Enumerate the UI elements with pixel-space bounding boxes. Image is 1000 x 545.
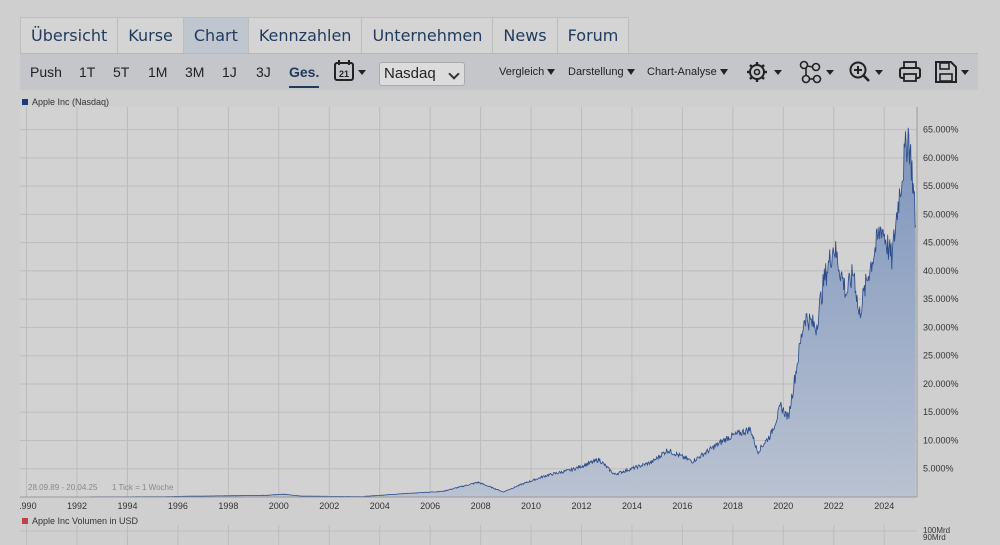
save-button[interactable]	[934, 59, 974, 85]
x-tick-label: 1998	[218, 501, 238, 511]
volume-legend: Apple Inc Volumen in USD	[22, 516, 138, 526]
legend-swatch	[22, 518, 28, 524]
menu-vergleich[interactable]: Vergleich	[499, 54, 556, 90]
print-button[interactable]	[899, 59, 923, 85]
range-push[interactable]: Push	[30, 64, 62, 80]
caret-down-icon	[626, 69, 635, 76]
calendar-day: 21	[339, 69, 349, 79]
x-tick-label: 1994	[117, 501, 137, 511]
x-tick-label: 1996	[168, 501, 188, 511]
chevron-down-icon	[448, 68, 460, 80]
exchange-select-value: Nasdaq	[384, 65, 436, 82]
tab-chart[interactable]: Chart	[183, 17, 249, 53]
y-tick-label: 40.000%	[923, 266, 959, 276]
zoom-button[interactable]	[848, 59, 888, 85]
y-tick-label: 50.000%	[923, 209, 959, 219]
chevron-down-icon	[774, 70, 782, 75]
x-tick-label: 2014	[622, 501, 642, 511]
menu-darstellung-label: Darstellung	[568, 66, 624, 78]
save-icon	[935, 61, 969, 83]
tab-bar: Übersicht Kurse Chart Kennzahlen Unternehmen…	[20, 17, 630, 53]
print-icon	[899, 61, 921, 82]
menu-chart-analyse-label: Chart-Analyse	[647, 66, 717, 78]
range-1j[interactable]: 1J	[222, 64, 237, 80]
caret-down-icon	[719, 69, 728, 76]
chevron-down-icon	[826, 70, 834, 75]
tab-kurse[interactable]: Kurse	[118, 17, 184, 53]
y-tick-label: 35.000%	[923, 294, 959, 304]
volume-y-tick-label: 90Mrd	[923, 533, 946, 542]
y-tick-label: 15.000%	[923, 407, 959, 417]
menu-vergleich-label: Vergleich	[499, 66, 545, 78]
exchange-select[interactable]: Nasdaq	[379, 62, 465, 86]
price-legend: Apple Inc (Nasdaq)	[22, 97, 109, 107]
network-icon	[799, 60, 834, 84]
chart-tick-note: 1 Tick = 1 Woche	[112, 483, 174, 492]
tab-kennzahlen[interactable]: Kennzahlen	[248, 17, 363, 53]
date-picker-button[interactable]: 21	[333, 59, 371, 85]
x-tick-label: 2020	[773, 501, 793, 511]
tab-news[interactable]: News	[493, 17, 558, 53]
x-tick-label: 2006	[420, 501, 440, 511]
legend-swatch	[22, 99, 28, 105]
x-tick-label: 2024	[874, 501, 894, 511]
plot-background	[20, 107, 917, 497]
chevron-down-icon	[358, 70, 366, 75]
y-tick-label: 20.000%	[923, 379, 959, 389]
menu-chart-analyse[interactable]: Chart-Analyse	[647, 54, 728, 90]
x-tick-label: 2004	[370, 501, 390, 511]
chevron-down-icon	[961, 70, 969, 75]
legend-label: Apple Inc (Nasdaq)	[32, 97, 110, 107]
tab-forum[interactable]: Forum	[557, 17, 630, 53]
range-1t[interactable]: 1T	[79, 64, 96, 80]
chart-area[interactable]: Apple Inc (Nasdaq) 5.000% 10.000% 15.000% 2…	[20, 93, 978, 545]
chart-date-range-note: 28.09.89 - 20.04.25	[28, 483, 98, 492]
tab-unternehmen[interactable]: Unternehmen	[362, 17, 494, 53]
y-tick-label: 45.000%	[923, 238, 959, 248]
range-3m[interactable]: 3M	[185, 64, 205, 80]
y-tick-label: 60.000%	[923, 153, 959, 163]
chart-toolbar: Push 1T 5T 1M 3M 1J 3J Ges. 21 Nasdaq Ve…	[20, 53, 978, 90]
x-tick-label: 2002	[319, 501, 339, 511]
y-tick-label: 5.000%	[923, 464, 954, 474]
caret-down-icon	[547, 69, 556, 76]
menu-darstellung[interactable]: Darstellung	[568, 54, 635, 90]
indicators-button[interactable]	[798, 59, 838, 85]
x-tick-label: 2008	[471, 501, 491, 511]
settings-button[interactable]	[746, 59, 786, 85]
y-tick-label: 65.000%	[923, 125, 959, 135]
x-tick-label: 1992	[67, 501, 87, 511]
calendar-icon: 21	[334, 60, 366, 81]
x-tick-label: 2012	[571, 501, 591, 511]
x-tick-label: 2018	[723, 501, 743, 511]
x-tick-label: 1990	[20, 501, 37, 511]
price-chart[interactable]: 5.000% 10.000% 15.000% 20.000% 25.000% 30.000…	[20, 107, 978, 525]
x-tick-label: 2010	[521, 501, 541, 511]
range-3j[interactable]: 3J	[256, 64, 271, 80]
price-area	[20, 127, 916, 498]
legend-label: Apple Inc Volumen in USD	[32, 516, 139, 526]
x-tick-label: 2016	[672, 501, 692, 511]
range-5t[interactable]: 5T	[113, 64, 130, 80]
zoom-in-icon	[849, 61, 883, 82]
x-tick-label: 2022	[824, 501, 844, 511]
y-tick-label: 10.000%	[923, 435, 959, 445]
tab--bersicht[interactable]: Übersicht	[20, 17, 119, 53]
chevron-down-icon	[875, 70, 883, 75]
range-1m[interactable]: 1M	[148, 64, 168, 80]
y-tick-label: 30.000%	[923, 322, 959, 332]
y-tick-label: 25.000%	[923, 351, 959, 361]
x-tick-label: 2000	[269, 501, 289, 511]
volume-y-tick-label: 100Mrd	[923, 526, 950, 535]
gear-icon	[747, 62, 782, 82]
y-tick-label: 55.000%	[923, 181, 959, 191]
range-ges[interactable]: Ges.	[289, 54, 320, 90]
